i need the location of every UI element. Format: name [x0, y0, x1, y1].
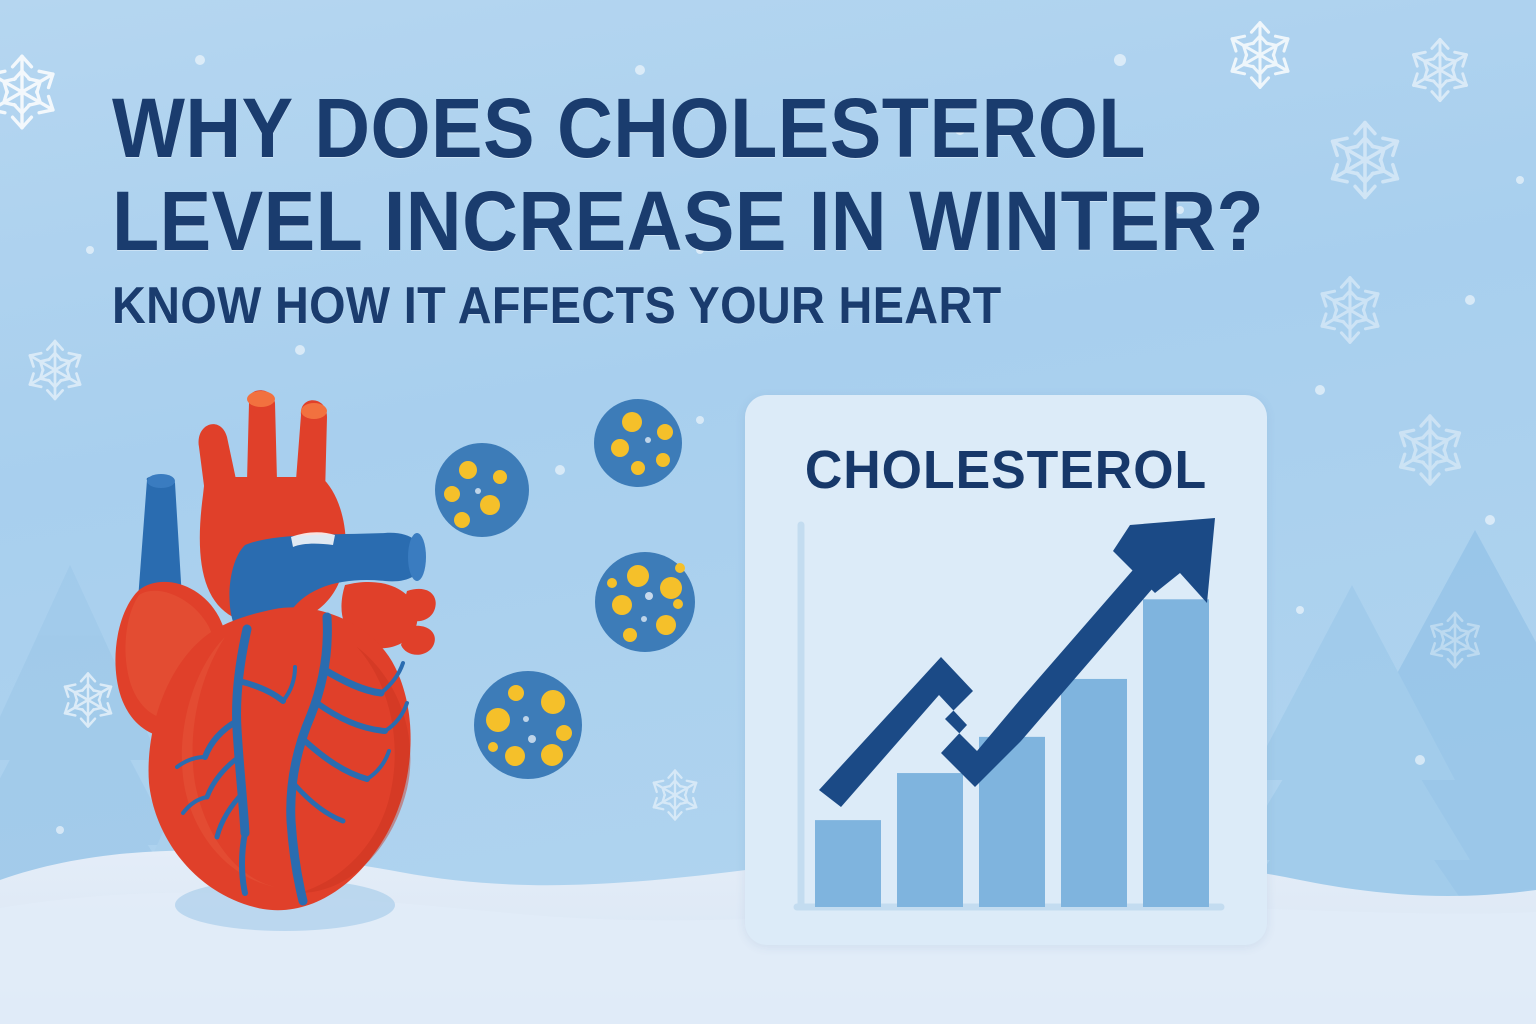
- headline-line-2: LEVEL INCREASE IN WINTER?: [112, 174, 1265, 268]
- cholesterol-particle: [474, 671, 582, 779]
- pine-tree-right-group: [1222, 530, 1536, 935]
- vessel-aorta-branch-2: [247, 390, 277, 481]
- cholesterol-bar-chart: [793, 518, 1225, 911]
- cholesterol-chart-card: CHOLESTEROL: [745, 395, 1267, 945]
- vessel-stub-2: [401, 625, 435, 655]
- vessel-stub-1: [401, 588, 436, 622]
- chart-title: CHOLESTEROL: [804, 440, 1208, 500]
- chart-bar: [815, 820, 881, 907]
- cholesterol-particle: [435, 443, 529, 537]
- coronary-vessel-network: [175, 612, 409, 906]
- trend-arrow-icon: [819, 518, 1215, 807]
- cholesterol-particle: [595, 552, 695, 652]
- headline-line-1: WHY DOES CHOLESTEROL: [112, 81, 1146, 175]
- chart-bars: [815, 599, 1209, 907]
- anatomical-heart-illustration: [95, 385, 475, 945]
- headline-subtitle: KNOW HOW IT AFFECTS YOUR HEART: [112, 277, 1002, 335]
- headline-block: WHY DOES CHOLESTEROL LEVEL INCREASE IN W…: [112, 82, 1272, 338]
- chart-bar: [1061, 678, 1127, 907]
- chart-bar: [897, 773, 963, 907]
- vessel-aorta-branch-3: [295, 400, 327, 495]
- chart-bar: [1143, 599, 1209, 907]
- cholesterol-particle-group: [420, 395, 740, 805]
- cholesterol-particle: [594, 399, 682, 487]
